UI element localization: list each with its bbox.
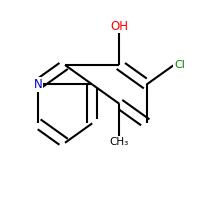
Text: Cl: Cl (174, 60, 185, 70)
Text: CH₃: CH₃ (110, 137, 129, 147)
Text: OH: OH (110, 20, 128, 33)
Text: N: N (33, 78, 42, 91)
